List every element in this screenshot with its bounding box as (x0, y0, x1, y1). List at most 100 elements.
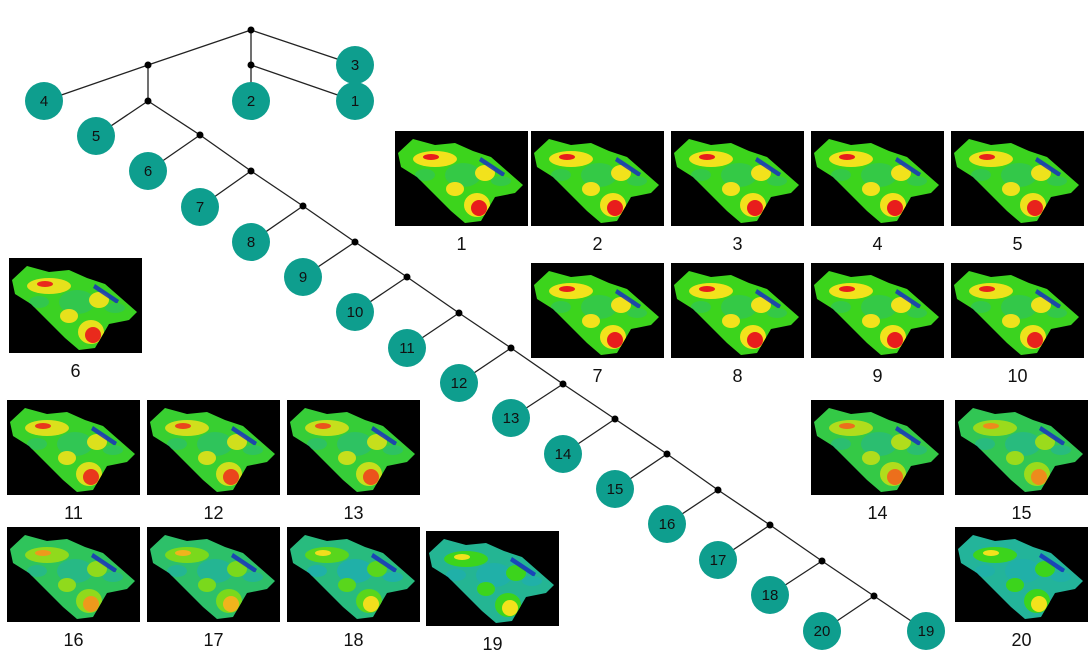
leaf-node-label: 16 (659, 516, 676, 533)
leaf-node-circle (129, 152, 167, 190)
leaf-node: 16 (648, 505, 686, 543)
map-thumbnail: 1 (395, 131, 528, 256)
map-thumbnail: 14 (811, 400, 944, 525)
map-thumbnail: 7 (531, 263, 664, 388)
leaf-node: 13 (492, 399, 530, 437)
leaf-node-circle (336, 82, 374, 120)
thumbnail-caption: 5 (1012, 234, 1023, 254)
leaf-node-circle (907, 612, 945, 650)
leaf-node-label: 4 (40, 93, 48, 110)
leaf-node: 15 (596, 470, 634, 508)
tree-edge (147, 100, 201, 136)
tree-junction (247, 61, 255, 69)
map-thumbnail: 13 (287, 400, 420, 525)
heatmap-image (951, 131, 1084, 226)
leaf-node-label: 10 (347, 304, 364, 321)
leaf-node: 1 (336, 82, 374, 120)
heatmap-image (811, 263, 944, 358)
leaf-node-circle (751, 576, 789, 614)
leaf-node-circle (648, 505, 686, 543)
thumbnail-caption: 18 (343, 630, 364, 650)
leaf-node-circle (77, 117, 115, 155)
leaf-node: 20 (803, 612, 841, 650)
leaf-node-circle (284, 258, 322, 296)
heatmap-image (426, 531, 559, 626)
map-thumbnail: 19 (426, 531, 559, 656)
map-thumbnail: 6 (9, 258, 142, 383)
tree-edge (717, 489, 771, 526)
tree-edge (458, 312, 512, 349)
leaf-node-circle (336, 46, 374, 84)
thumbnail-caption: 1 (456, 234, 467, 254)
heatmap-image (671, 131, 804, 226)
heatmap-image (811, 131, 944, 226)
leaf-node: 14 (544, 435, 582, 473)
thumbnail-caption: 6 (70, 361, 81, 381)
leaf-node: 8 (232, 223, 270, 261)
heatmap-image (671, 263, 804, 358)
tree-junction (714, 486, 722, 494)
thumbnail-caption: 11 (64, 503, 83, 523)
heatmap-image (531, 263, 664, 358)
leaf-node: 17 (699, 541, 737, 579)
map-thumbnail: 9 (811, 263, 944, 388)
tree-edge (821, 560, 875, 597)
tree-edge (562, 383, 616, 420)
map-thumbnail: 17 (147, 527, 280, 652)
leaf-node-label: 9 (299, 269, 307, 286)
thumbnail-caption: 16 (63, 630, 84, 650)
tree-edge (147, 29, 252, 66)
leaf-node-circle (544, 435, 582, 473)
leaf-node: 5 (77, 117, 115, 155)
tree-edge (302, 205, 356, 243)
tree-junction (247, 167, 255, 175)
thumbnail-caption: 4 (872, 234, 883, 254)
heatmap-image (395, 131, 528, 226)
thumbnail-caption: 12 (203, 503, 224, 523)
leaf-node: 9 (284, 258, 322, 296)
leaf-node-circle (232, 82, 270, 120)
tree-edge (406, 276, 460, 314)
thumbnail-caption: 13 (343, 503, 364, 523)
heatmap-image (531, 131, 664, 226)
leaf-node: 2 (232, 82, 270, 120)
heatmap-image (7, 527, 140, 622)
thumbnail-caption: 15 (1011, 503, 1032, 523)
leaf-node-circle (492, 399, 530, 437)
leaf-node-circle (336, 293, 374, 331)
tree-junctions (144, 26, 878, 600)
tree-junction (870, 592, 878, 600)
tree-junction (507, 344, 515, 352)
leaf-node-circle (596, 470, 634, 508)
leaf-node-circle (803, 612, 841, 650)
tree-edge (666, 453, 719, 491)
leaf-node-label: 14 (555, 446, 572, 463)
tree-junction (247, 26, 255, 34)
map-thumbnail: 11 (7, 400, 140, 525)
tree-junction (403, 273, 411, 281)
thumbnail-caption: 20 (1011, 630, 1032, 650)
thumbnail-caption: 3 (732, 234, 743, 254)
heatmap-image (7, 400, 140, 495)
heatmap-image (811, 400, 944, 495)
tree-junction (766, 521, 774, 529)
leaf-node-circle (699, 541, 737, 579)
heatmap-image (955, 527, 1088, 622)
map-thumbnail: 18 (287, 527, 420, 652)
tree-junction (144, 97, 152, 105)
tree-junction (351, 238, 359, 246)
leaf-node-label: 15 (607, 481, 624, 498)
tree-junction (299, 202, 307, 210)
leaf-node-circle (181, 188, 219, 226)
leaf-node-circle (388, 329, 426, 367)
leaf-node-label: 8 (247, 234, 255, 251)
heatmap-image (287, 527, 420, 622)
leaf-node-label: 12 (451, 375, 468, 392)
thumbnail-caption: 9 (872, 366, 883, 386)
leaf-node-label: 1 (351, 93, 359, 110)
map-thumbnail: 12 (147, 400, 280, 525)
leaf-node: 19 (907, 612, 945, 650)
leaf-node-circle (25, 82, 63, 120)
map-thumbnail: 20 (955, 527, 1088, 652)
